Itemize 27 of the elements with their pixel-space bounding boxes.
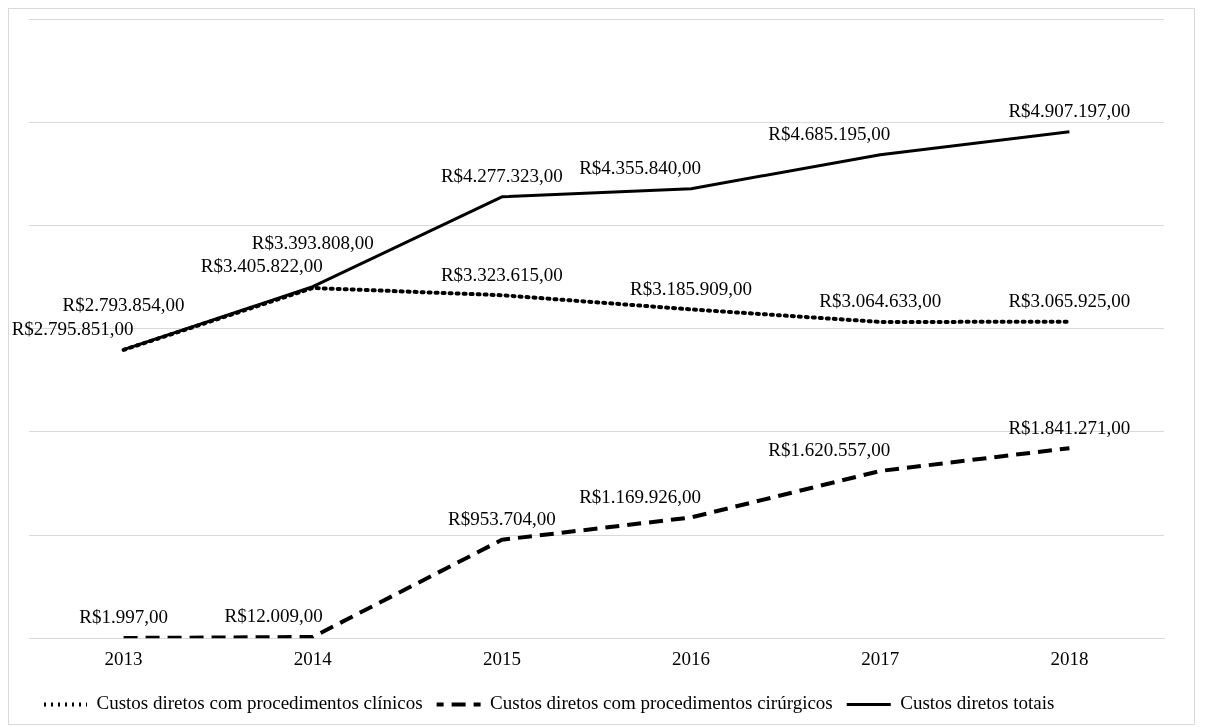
data-label: R$4.907.197,00 [1008,100,1131,122]
data-label: R$4.685.195,00 [768,123,891,145]
data-label: R$3.323.615,00 [440,263,563,285]
x-tick-label: 2014 [293,647,333,669]
data-label: R$2.795.851,00 [11,318,134,340]
data-label: R$4.355.840,00 [579,157,702,179]
data-label: R$1.169.926,00 [579,485,702,507]
data-label: R$3.393.808,00 [251,232,374,254]
data-label: R$2.793.854,00 [62,294,185,316]
legend-label: Custos diretos com procedimentos clínicos [96,692,423,714]
legend-label: Custos diretos com procedimentos cirúrgicos [490,692,833,714]
data-label: R$1.620.557,00 [768,439,891,461]
data-label: R$3.064.633,00 [819,290,942,312]
x-tick-label: 2016 [672,647,711,669]
x-tick-label: 2018 [1050,647,1089,669]
x-tick-label: 2013 [104,647,143,669]
data-label: R$3.185.909,00 [630,277,753,299]
data-label: R$12.009,00 [224,605,323,627]
data-label: R$3.405.822,00 [200,255,323,277]
x-tick-label: 2015 [482,647,521,669]
data-label: R$4.277.323,00 [440,165,563,187]
data-label: R$953.704,00 [448,508,556,530]
legend-label: Custos diretos totais [900,692,1055,714]
data-label: R$1.997,00 [79,606,168,628]
data-label: R$1.841.271,00 [1008,416,1131,438]
x-tick-label: 2017 [861,647,900,669]
data-label: R$3.065.925,00 [1008,290,1131,312]
